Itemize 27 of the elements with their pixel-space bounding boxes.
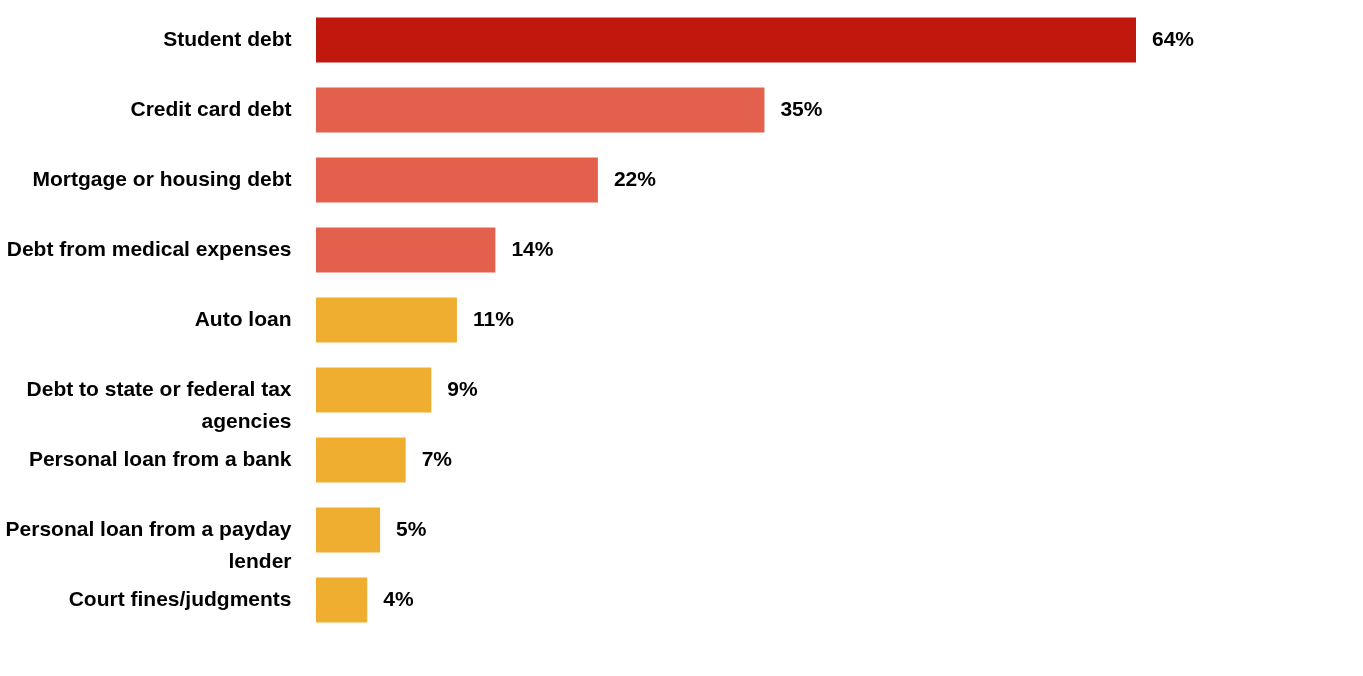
bar xyxy=(316,577,368,623)
data-label: 7% xyxy=(421,447,453,470)
y-tick-label: Credit card debt xyxy=(130,97,292,120)
bar xyxy=(316,227,496,273)
y-tick-label: Auto loan xyxy=(194,307,292,330)
bar xyxy=(316,507,381,553)
y-tick-label: Debt from medical expenses xyxy=(6,237,292,260)
bar xyxy=(316,157,598,203)
data-label: 22% xyxy=(613,167,657,190)
y-tick-label: Mortgage or housing debt xyxy=(32,167,292,190)
data-label: 5% xyxy=(396,517,427,540)
data-label: 9% xyxy=(447,377,478,400)
data-label: 64% xyxy=(1152,27,1195,50)
y-tick-label: Debt to state or federal tax agencies xyxy=(26,377,292,432)
y-tick-label: Personal loan from a bank xyxy=(28,447,292,470)
y-tick-label: Student debt xyxy=(163,27,292,50)
y-tick-label: Court fines/judgments xyxy=(68,587,292,610)
y-tick-label: Personal loan from a payday lender xyxy=(5,517,292,572)
bar xyxy=(316,367,432,413)
bar xyxy=(316,437,406,483)
data-label: 35% xyxy=(780,97,823,120)
bar xyxy=(316,87,765,133)
data-label: 11% xyxy=(472,307,515,330)
data-label: 14% xyxy=(511,237,554,260)
bar xyxy=(316,17,1136,63)
data-label: 4% xyxy=(383,587,414,610)
bar xyxy=(316,297,457,343)
